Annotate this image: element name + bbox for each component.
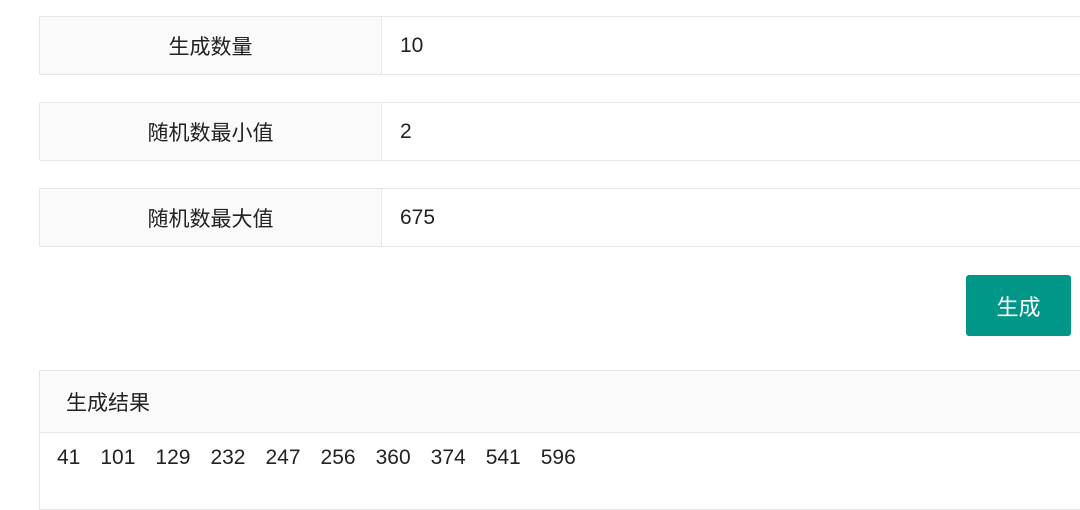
result-number: 360 (375, 446, 411, 469)
result-number: 232 (210, 446, 246, 469)
result-number: 596 (540, 446, 576, 469)
field-label: 随机数最大值 (40, 189, 382, 246)
field-max: 随机数最大值 (39, 188, 1080, 247)
result-number: 374 (430, 446, 466, 469)
result-number: 247 (265, 446, 301, 469)
field-label: 生成数量 (40, 17, 382, 74)
result-numbers: 41 101 129 232 247 256 360 374 541 596 (40, 433, 1080, 470)
field-label: 随机数最小值 (40, 103, 382, 160)
field-min: 随机数最小值 (39, 102, 1080, 161)
result-number: 256 (320, 446, 356, 469)
generate-button[interactable]: 生成 (966, 275, 1071, 336)
result-number: 101 (100, 446, 136, 469)
result-number: 541 (485, 446, 521, 469)
result-number: 129 (155, 446, 191, 469)
field-count: 生成数量 (39, 16, 1080, 75)
result-title: 生成结果 (40, 371, 1080, 433)
max-input[interactable] (382, 189, 1080, 246)
result-number: 41 (57, 446, 81, 469)
result-panel: 生成结果 41 101 129 232 247 256 360 374 541 … (39, 370, 1080, 510)
count-input[interactable] (382, 17, 1080, 74)
min-input[interactable] (382, 103, 1080, 160)
